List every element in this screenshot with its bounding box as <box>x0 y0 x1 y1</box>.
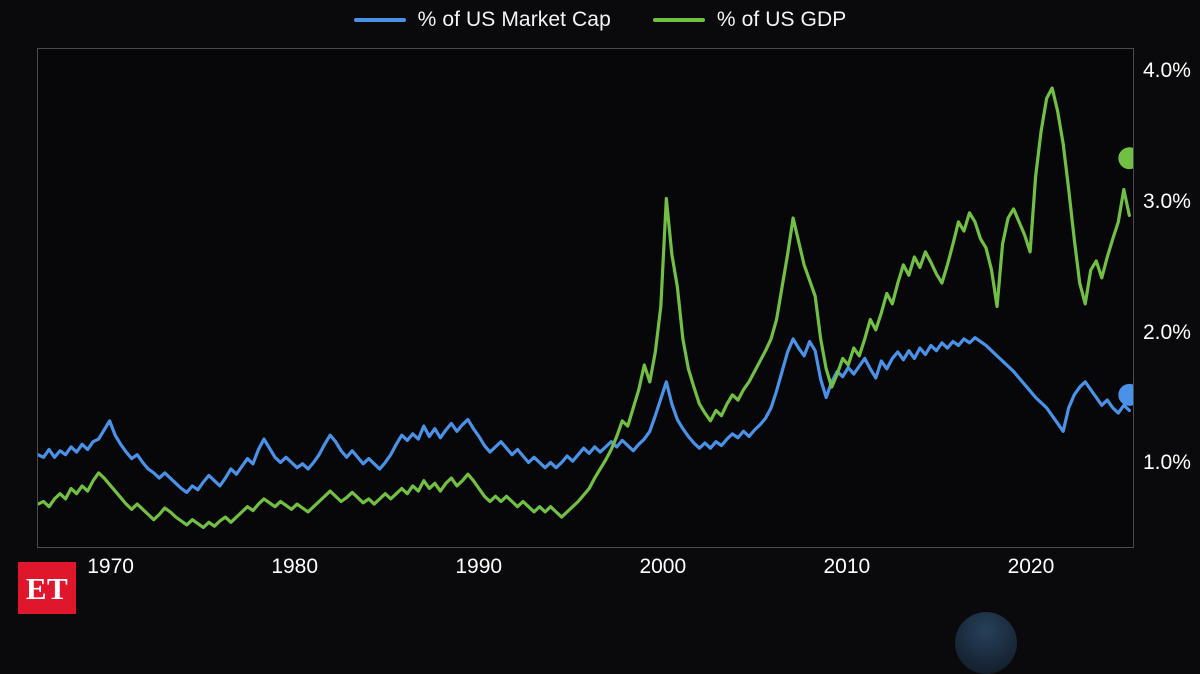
x-tick-label: 2020 <box>1007 555 1055 578</box>
legend-item-gdp[interactable]: % of US GDP <box>652 8 847 32</box>
chart-legend: % of US Market Cap % of US GDP <box>0 0 1200 40</box>
series-line-market-cap <box>38 336 1131 494</box>
series-line-gdp <box>38 86 1131 530</box>
x-tick-label: 1970 <box>87 555 134 578</box>
y-tick-label: 1.0% <box>1143 451 1191 475</box>
x-tick-label: 1990 <box>455 555 503 578</box>
x-tick-label: 1980 <box>271 555 319 578</box>
legend-swatch-market-cap-icon <box>353 18 406 22</box>
decorative-orb <box>955 612 1017 674</box>
et-logo-text: ET <box>25 570 69 606</box>
y-tick-label: 2.0% <box>1143 320 1191 344</box>
end-marker-market-cap <box>1118 383 1133 406</box>
x-tick-label: 2000 <box>639 555 687 578</box>
end-marker-gdp <box>1118 147 1133 170</box>
et-logo: ET <box>18 562 76 614</box>
y-tick-label: 4.0% <box>1143 59 1191 83</box>
legend-label-gdp: % of US GDP <box>716 8 847 31</box>
legend-item-market-cap[interactable]: % of US Market Cap <box>353 8 611 32</box>
legend-label-market-cap: % of US Market Cap <box>417 8 611 31</box>
x-tick-label: 2010 <box>823 555 871 578</box>
legend-swatch-gdp-icon <box>652 18 705 22</box>
y-tick-label: 3.0% <box>1143 190 1191 214</box>
chart-canvas <box>38 86 1133 530</box>
plot-area <box>37 48 1134 548</box>
